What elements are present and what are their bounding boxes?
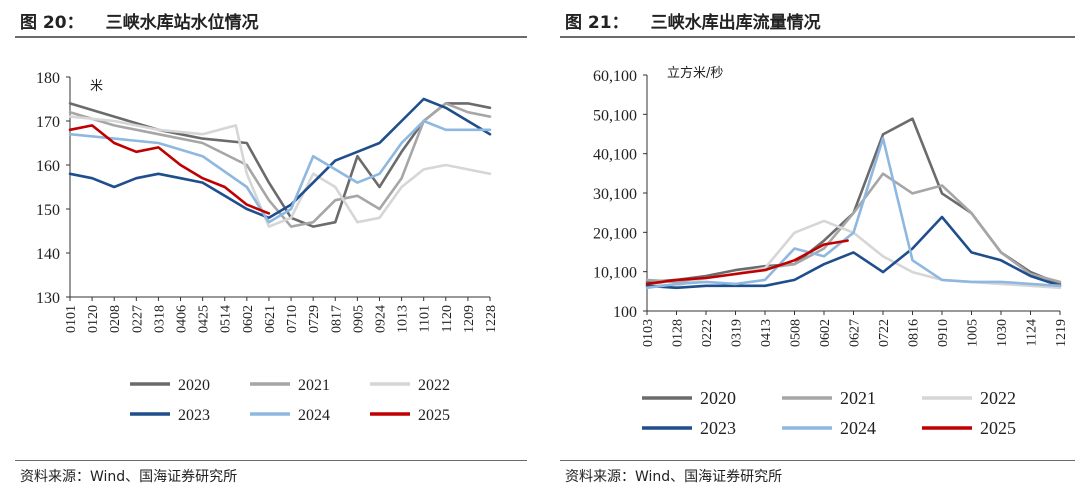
- chart-panel-outflow: 图 21： 三峡水库出库流量情况 100 10,100 20,100 30,100 40,…: [555, 0, 1080, 490]
- x-tick-label: 0425: [197, 305, 212, 333]
- x-tick-label: 0514: [219, 305, 234, 333]
- legend-label-2024: 2024: [298, 407, 330, 424]
- unit-label: 立方米/秒: [667, 65, 723, 81]
- legend-label-2025: 2025: [418, 407, 450, 424]
- x-tick-label: 0101: [64, 305, 79, 333]
- x-tick-label: 0621: [263, 305, 278, 333]
- source-note: 资料来源：Wind、国海证券研究所: [565, 469, 783, 485]
- title-rule: [560, 36, 1075, 38]
- chart-panel-water-level: 图 20： 三峡水库站水位情况 130 140 150 160 170 180 米 0101 01…: [15, 13, 527, 485]
- x-tick-label: 0318: [152, 305, 167, 333]
- x-tick-label: 0406: [175, 305, 190, 333]
- source-note: 资料来源：Wind、国海证券研究所: [20, 469, 238, 485]
- y-tick-label: 20,100: [593, 225, 637, 242]
- y-tick-label: 40,100: [593, 147, 637, 164]
- source-rule: [560, 460, 1075, 461]
- source-rule: [15, 460, 527, 461]
- y-tick-label: 180: [36, 70, 60, 87]
- water-level-chart: 130 140 150 160 170 180 米 0101 0120 0208 0227 0318 0…: [36, 70, 499, 424]
- y-tick-label: 10,100: [593, 265, 637, 282]
- unit-label: 米: [90, 79, 103, 94]
- legend-label-2022: 2022: [980, 388, 1016, 408]
- legend-label-2020: 2020: [178, 377, 210, 394]
- y-tick-label: 50,100: [593, 107, 637, 124]
- x-tick-label: 0710: [285, 305, 300, 333]
- x-tick-label: 1219: [1054, 319, 1069, 347]
- x-tick-label: 0319: [730, 319, 745, 347]
- legend-label-2021: 2021: [298, 377, 330, 394]
- y-tick-label: 150: [36, 202, 60, 219]
- x-tick-label: 1124: [1025, 319, 1040, 346]
- y-tick-label: 160: [36, 158, 60, 175]
- legend-label-2022: 2022: [418, 377, 450, 394]
- series-line-2021: [68, 102, 492, 228]
- x-tick-label: 0722: [877, 319, 892, 347]
- series-line-2022: [68, 115, 492, 228]
- x-tick-label: 0816: [907, 319, 922, 347]
- x-tick-label: 1005: [966, 319, 981, 347]
- x-tick-label: 0208: [108, 305, 123, 333]
- x-tick-label: 0413: [759, 319, 774, 347]
- x-tick-label: 0128: [671, 319, 686, 347]
- legend-label-2020: 2020: [700, 388, 736, 408]
- x-tick-label: 0227: [130, 305, 145, 333]
- legend-label-2023: 2023: [178, 407, 210, 424]
- x-tick-label: 1120: [440, 305, 455, 332]
- x-tick-label: 1030: [995, 319, 1010, 347]
- series-line-2021: [645, 172, 1062, 284]
- x-tick-label: 1209: [462, 305, 477, 333]
- series-line-2025: [68, 124, 271, 215]
- legend-label-2024: 2024: [840, 418, 876, 438]
- outflow-chart: 100 10,100 20,100 30,100 40,100 50,100 60,100 立…: [593, 65, 1069, 438]
- legend-label-2021: 2021: [840, 388, 876, 408]
- series-line-2023: [645, 215, 1062, 290]
- chart-title: 图 21： 三峡水库出库流量情况: [565, 13, 821, 33]
- x-tick-label: 0508: [789, 319, 804, 347]
- x-tick-label: 1228: [484, 305, 499, 333]
- x-tick-label: 1013: [396, 305, 411, 333]
- y-tick-label: 100: [613, 304, 637, 321]
- x-tick-label: 0103: [641, 319, 656, 347]
- y-tick-label: 140: [36, 246, 60, 263]
- x-tick-label: 1101: [418, 305, 433, 332]
- x-tick-label: 0817: [329, 305, 344, 333]
- x-tick-label: 0910: [936, 319, 951, 347]
- title-rule: [15, 36, 527, 38]
- x-tick-label: 0120: [86, 305, 101, 333]
- series-line-2024: [68, 119, 492, 224]
- series-line-2024: [645, 137, 1062, 290]
- x-tick-label: 0602: [818, 319, 833, 347]
- series-line-2023: [68, 97, 492, 220]
- x-tick-label: 0924: [373, 305, 388, 333]
- x-tick-label: 0602: [241, 305, 256, 333]
- y-tick-label: 60,100: [593, 68, 637, 85]
- y-tick-label: 30,100: [593, 186, 637, 203]
- x-tick-label: 0222: [700, 319, 715, 347]
- legend-label-2023: 2023: [700, 418, 736, 438]
- x-tick-label: 0905: [351, 305, 366, 333]
- series-line-2025: [645, 239, 849, 286]
- y-tick-label: 130: [36, 290, 60, 307]
- x-tick-label: 0729: [307, 305, 322, 333]
- y-tick-label: 170: [36, 114, 60, 131]
- x-tick-label: 0627: [848, 319, 863, 347]
- legend-label-2025: 2025: [980, 418, 1016, 438]
- chart-title: 图 20： 三峡水库站水位情况: [20, 13, 259, 33]
